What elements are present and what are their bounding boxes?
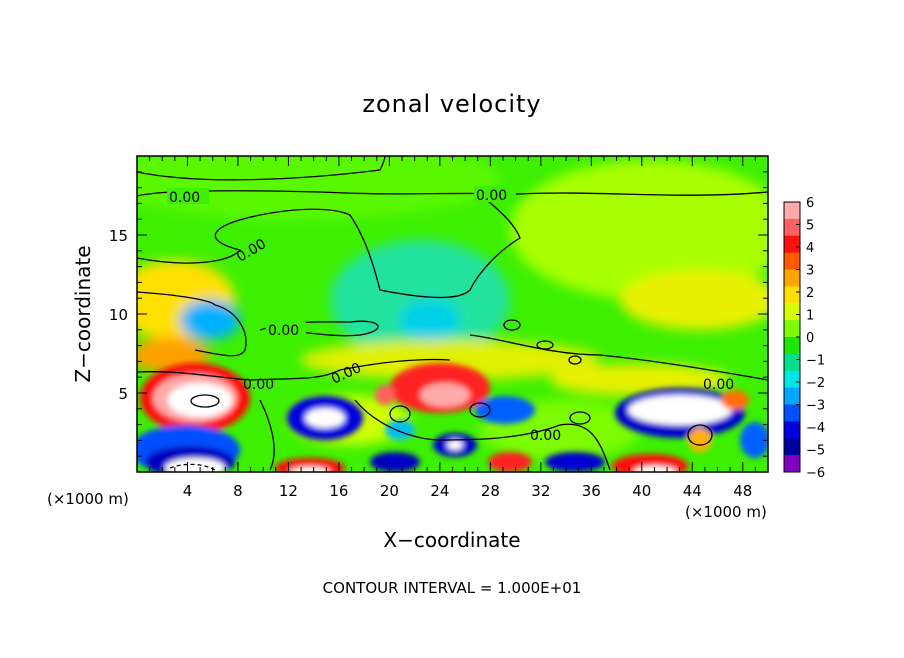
x-tick-label: 44 (683, 482, 702, 500)
chart-title: zonal velocity (362, 90, 541, 118)
x-tick-label: 32 (531, 482, 550, 500)
colorbar-tick-label: −5 (806, 444, 825, 459)
x-tick-label: 28 (481, 482, 500, 500)
contour-interval-note: CONTOUR INTERVAL = 1.000E+01 (323, 579, 582, 597)
colorbar-tick-label: 1 (806, 309, 814, 324)
x-tick-label: 24 (430, 482, 449, 500)
y-tick-label: 10 (109, 306, 128, 324)
x-unit-left: (×1000 m) (47, 490, 129, 508)
colorbar-swatch (784, 252, 800, 270)
colorbar-tick-label: −2 (806, 376, 825, 391)
colorbar-tick-label: −3 (806, 399, 825, 414)
colorbar-swatch (784, 286, 800, 304)
contour-label: 0.00 (169, 190, 200, 206)
x-tick-label: 8 (233, 482, 243, 500)
x-tick-label: 4 (183, 482, 193, 500)
colorbar-tick-label: 3 (806, 264, 814, 279)
y-tick-label: 15 (109, 227, 128, 245)
x-unit-right: (×1000 m) (685, 503, 767, 521)
x-axis-label: X−coordinate (383, 528, 520, 552)
colorbar-tick-label: −1 (806, 354, 825, 369)
heatmap-field: 0.00 0.00 0.00 0.00 0.00 0.00 0.00 0.00 (137, 156, 768, 472)
x-axis: 4 8 12 16 20 24 28 32 36 40 44 48 (149, 156, 756, 500)
colorbar-swatch (784, 438, 800, 456)
x-tick-label: 20 (380, 482, 399, 500)
colorbar-tick-label: 5 (806, 219, 814, 234)
colorbar-swatch (784, 337, 800, 355)
colorbar-swatch (784, 421, 800, 439)
colorbar-swatch (784, 370, 800, 389)
colorbar-swatch (784, 269, 800, 287)
y-tick-label: 5 (118, 385, 128, 403)
colorbar-tick-label: −4 (806, 421, 825, 436)
x-tick-label: 16 (329, 482, 348, 500)
colorbar: 6 5 4 3 2 1 0 −1 −2 −3 −4 −5 −6 (783, 196, 825, 481)
x-tick-label: 12 (279, 482, 298, 500)
colorbar-tick-label: 2 (806, 286, 814, 301)
colorbar-swatch (784, 387, 800, 405)
colorbar-tick-label: 6 (806, 196, 814, 211)
x-tick-label: 40 (632, 482, 651, 500)
x-tick-label: 36 (582, 482, 601, 500)
colorbar-swatch (784, 353, 800, 372)
y-axis: 5 10 15 (109, 171, 768, 457)
x-tick-label: 48 (733, 482, 752, 500)
colorbar-swatch (784, 235, 800, 254)
colorbar-tick-label: 4 (806, 241, 814, 256)
colorbar-swatch (784, 218, 800, 237)
colorbar-swatch (784, 303, 800, 321)
contour-label: 0.00 (703, 377, 734, 393)
colorbar-swatch (784, 320, 800, 338)
contour-label: 0.00 (476, 188, 507, 204)
colorbar-swatch (784, 455, 800, 473)
contour-label: 0.00 (268, 323, 299, 339)
y-axis-label: Z−coordinate (71, 245, 95, 382)
contour-label: 0.00 (530, 428, 561, 444)
contour-label: 0.00 (243, 377, 274, 393)
colorbar-tick-label: 0 (806, 331, 814, 346)
colorbar-swatch (784, 404, 800, 422)
colorbar-swatch (784, 202, 800, 220)
colorbar-tick-label: −6 (806, 466, 825, 481)
